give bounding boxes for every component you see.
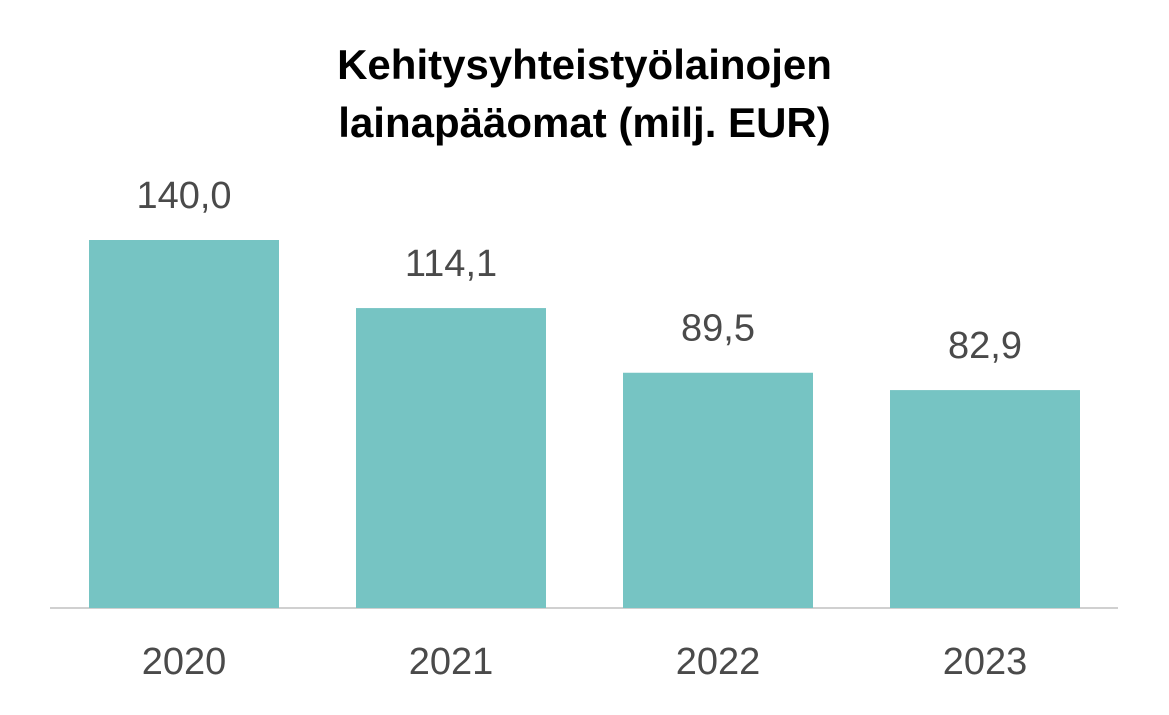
x-tick-label-2023: 2023: [943, 641, 1028, 683]
data-label-2023: 82,9: [948, 325, 1022, 367]
x-tick-label-2022: 2022: [676, 641, 761, 683]
data-label-2020: 140,0: [136, 175, 231, 217]
chart-title-line-2: lainapääomat (milj. EUR): [338, 99, 831, 146]
x-tick-label-2021: 2021: [409, 641, 494, 683]
bar-2023: [890, 390, 1080, 608]
chart-title-line-1: Kehitysyhteistyölainojen: [337, 41, 832, 88]
bar-2021: [356, 308, 546, 608]
bar-2020: [89, 240, 279, 608]
data-label-2021: 114,1: [405, 243, 497, 285]
data-label-2022: 89,5: [681, 308, 755, 350]
chart-title: Kehitysyhteistyölainojen lainapääomat (m…: [0, 36, 1169, 152]
bar-2022: [623, 372, 813, 608]
x-tick-label-2020: 2020: [142, 641, 227, 683]
